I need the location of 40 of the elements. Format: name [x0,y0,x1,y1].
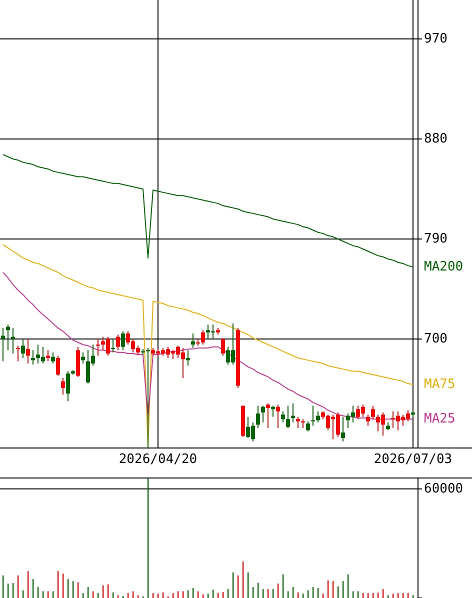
candlestick [296,416,300,428]
candlestick [26,338,30,364]
candlestick [81,352,85,364]
series-label: MA200 [424,259,464,274]
x-tick-label: 2026/04/20 [118,452,198,467]
candlestick [341,416,345,442]
y-tick-label: 970 [424,31,448,46]
candlestick [371,405,375,420]
candlestick [1,327,5,362]
candlestick [306,420,310,432]
candlestick [21,338,25,358]
x-tick-label: 2026/07/03 [374,452,452,467]
candlestick [266,403,270,428]
y-tick-label: 790 [424,232,448,247]
candlestick [201,330,205,346]
candlestick [281,410,285,423]
series-label: MA25 [424,412,456,427]
candlestick [121,330,125,351]
candlestick [261,405,265,423]
candlestick [56,355,60,376]
candlestick [46,350,50,362]
candlestick [286,405,290,428]
candlestick [311,405,315,426]
y-tick-label: 60000 [424,481,464,496]
y-tick-label: 880 [424,131,448,146]
candlestick [221,338,225,356]
candlestick [191,333,195,348]
candlestick [66,370,70,402]
series-label: MA75 [424,377,456,392]
candlestick [256,405,260,428]
candlestick [61,377,65,396]
candlestick [116,334,120,351]
candlestick [51,352,55,364]
candlestick [146,347,150,448]
line-series [2,154,414,268]
candlestick [316,410,320,423]
y-tick-label: 700 [424,332,448,347]
candlestick [6,324,10,351]
candlestick [366,414,370,426]
candlestick [276,404,280,428]
